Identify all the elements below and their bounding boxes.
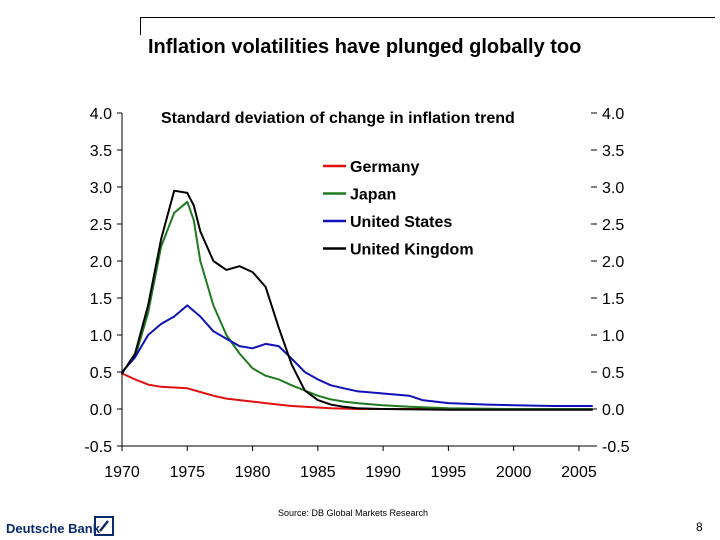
legend-label-united-kingdom: United Kingdom (350, 242, 474, 259)
x-tick-label: 1980 (235, 464, 271, 481)
y-tick-label: 3.5 (90, 143, 112, 160)
y-tick-label: 2.0 (90, 254, 112, 271)
y-tick-label: 3.0 (90, 180, 112, 197)
series-line-united-kingdom (121, 189, 593, 411)
y-right-tick-label: 0.5 (602, 365, 624, 382)
slide-title: Inflation volatilities have plunged glob… (148, 36, 582, 58)
y-tick-label: 1.0 (90, 328, 112, 345)
chart-series (121, 189, 593, 411)
y-right-tick-label: 3.5 (602, 143, 624, 160)
chart-legend: Germany Japan United States United Kingdom (323, 159, 474, 259)
chart-title: Standard deviation of change in inflatio… (161, 110, 515, 127)
y-right-tick-label: 1.5 (602, 291, 624, 308)
source-note: Source: DB Global Markets Research (278, 508, 429, 518)
legend-label-germany: Germany (350, 159, 419, 176)
y-right-tick-label: 1.0 (602, 328, 624, 345)
y-tick-label: 2.5 (90, 217, 112, 234)
deutsche-bank-logo-icon (94, 516, 114, 536)
series-line-japan (121, 200, 593, 410)
legend-label-japan: Japan (350, 187, 396, 204)
y-right-tick-label: 4.0 (602, 106, 624, 123)
y-tick-label: 0.0 (90, 402, 112, 419)
x-tick-label: 1990 (365, 464, 401, 481)
line-chart: 4.0 3.5 3.0 2.5 2.0 1.5 1.0 0.5 0.0 -0.5 4.0 3.5 3.0… (84, 106, 629, 481)
y-right-tick-label: 3.0 (602, 180, 624, 197)
y-right-tick-label: -0.5 (602, 439, 630, 456)
chart-axes: 4.0 3.5 3.0 2.5 2.0 1.5 1.0 0.5 0.0 -0.5 4.0 3.5 3.0… (84, 106, 629, 481)
y-tick-label: 4.0 (90, 106, 112, 123)
x-tick-label: 1985 (300, 464, 336, 481)
x-tick-label: 2000 (496, 464, 532, 481)
y-right-tick-label: 2.5 (602, 217, 624, 234)
y-right-tick-label: 2.0 (602, 254, 624, 271)
header-rule-horizontal (140, 17, 715, 18)
y-tick-label: -0.5 (84, 439, 112, 456)
deutsche-bank-logo-text: Deutsche Bank (6, 521, 100, 536)
page-number: 8 (696, 520, 703, 534)
x-tick-label: 2005 (561, 464, 597, 481)
x-tick-label: 1975 (169, 464, 205, 481)
legend-label-united-states: United States (350, 214, 452, 231)
y-tick-label: 1.5 (90, 291, 112, 308)
x-tick-label: 1970 (104, 464, 140, 481)
y-tick-label: 0.5 (90, 365, 112, 382)
y-right-tick-label: 0.0 (602, 402, 624, 419)
header-rule-vertical (140, 17, 141, 35)
series-line-united-states (121, 304, 593, 407)
x-tick-label: 1995 (431, 464, 467, 481)
